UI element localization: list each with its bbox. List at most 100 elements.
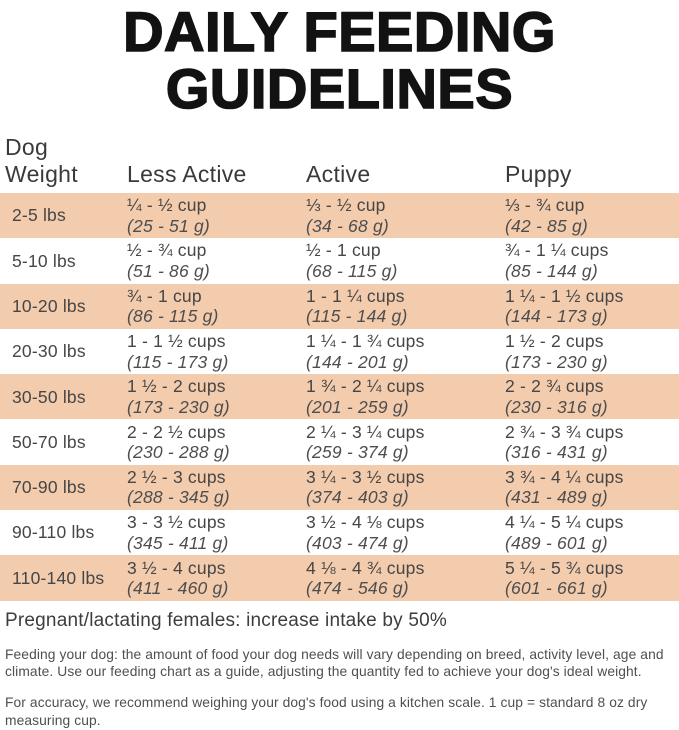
puppy-cell: 2 - 2 ¾ cups (230 - 316 g) [505, 376, 679, 417]
cups-range: 4 ⅛ - 4 ¾ cups [306, 557, 425, 578]
puppy-cell: ¾ - 1 ¼ cups (85 - 144 g) [505, 240, 679, 281]
table-body: 2-5 lbs ¼ - ½ cup (25 - 51 g) ⅓ - ½ cup (34 … [0, 193, 679, 601]
grams-range: (316 - 431 g) [505, 442, 608, 463]
puppy-cell: 4 ¼ - 5 ¼ cups (489 - 601 g) [505, 512, 679, 553]
less-active-cell: ¼ - ½ cup (25 - 51 g) [127, 195, 306, 236]
less-active-cell: 1 ½ - 2 cups (173 - 230 g) [127, 376, 306, 417]
grams-range: (144 - 173 g) [505, 306, 608, 327]
less-active-cell: ½ - ¾ cup (51 - 86 g) [127, 240, 306, 281]
grams-range: (374 - 403 g) [306, 487, 409, 508]
cups-range: 2 ½ - 3 cups [127, 466, 226, 487]
grams-range: (601 - 661 g) [505, 578, 608, 599]
header-less-active: Less Active [127, 161, 247, 187]
dog-weight-value: 50-70 lbs [12, 431, 86, 452]
cups-range: 3 ½ - 4 ⅛ cups [306, 512, 425, 533]
cups-range: ¾ - 1 ¼ cups [505, 240, 609, 261]
dog-weight-value: 5-10 lbs [12, 250, 76, 271]
dog-weight-value: 2-5 lbs [12, 205, 66, 226]
table-row: 20-30 lbs 1 - 1 ½ cups (115 - 173 g) 1 ¼ - … [0, 329, 679, 374]
cups-range: 3 ¼ - 3 ½ cups [306, 466, 425, 487]
dog-weight-value: 20-30 lbs [12, 341, 86, 362]
grams-range: (259 - 374 g) [306, 442, 409, 463]
accuracy-note: For accuracy, we recommend weighing your… [5, 695, 648, 729]
grams-range: (173 - 230 g) [505, 351, 608, 372]
grams-range: (474 - 546 g) [306, 578, 409, 599]
table-row: 30-50 lbs 1 ½ - 2 cups (173 - 230 g) 1 ¾ - … [0, 374, 679, 420]
dog-weight-value: 30-50 lbs [12, 386, 86, 407]
active-cell: 1 ¾ - 2 ¼ cups (201 - 259 g) [306, 376, 505, 417]
grams-range: (201 - 259 g) [306, 396, 409, 417]
table-row: 2-5 lbs ¼ - ½ cup (25 - 51 g) ⅓ - ½ cup (34 … [0, 193, 679, 239]
cups-range: 1 ½ - 2 cups [127, 376, 226, 397]
active-cell: 3 ¼ - 3 ½ cups (374 - 403 g) [306, 467, 505, 508]
grams-range: (345 - 411 g) [127, 532, 229, 553]
dog-weight-value: 90-110 lbs [12, 522, 95, 543]
dog-weight-value: 110-140 lbs [12, 567, 105, 588]
cups-range: ¾ - 1 cup [127, 285, 202, 306]
grams-range: (86 - 115 g) [127, 306, 219, 327]
dog-weight-value: 70-90 lbs [12, 477, 86, 498]
grams-range: (115 - 173 g) [127, 351, 229, 372]
less-active-cell: 2 ½ - 3 cups (288 - 345 g) [127, 467, 306, 508]
puppy-cell: 3 ¾ - 4 ¼ cups (431 - 489 g) [505, 467, 679, 508]
cups-range: 3 - 3 ½ cups [127, 512, 226, 533]
active-cell: ½ - 1 cup (68 - 115 g) [306, 240, 505, 281]
cups-range: 4 ¼ - 5 ¼ cups [505, 512, 624, 533]
cups-range: 1 ¼ - 1 ½ cups [505, 285, 624, 306]
grams-range: (173 - 230 g) [127, 396, 230, 417]
table-row: 50-70 lbs 2 - 2 ½ cups (230 - 288 g) 2 ¼ - … [0, 419, 679, 464]
header-active: Active [306, 161, 371, 187]
active-cell: 4 ⅛ - 4 ¾ cups (474 - 546 g) [306, 558, 505, 599]
cups-range: 3 ½ - 4 cups [127, 557, 226, 578]
cups-range: ½ - ¾ cup [127, 240, 207, 261]
cups-range: 1 ¾ - 2 ¼ cups [306, 376, 425, 397]
cups-range: 1 ½ - 2 cups [505, 331, 604, 352]
pregnant-note: Pregnant/lactating females: increase int… [5, 609, 447, 631]
puppy-cell: 1 ¼ - 1 ½ cups (144 - 173 g) [505, 286, 679, 327]
cups-range: 2 - 2 ¾ cups [505, 376, 604, 397]
grams-range: (230 - 288 g) [127, 442, 230, 463]
title-line-2: GUIDELINES [165, 57, 514, 120]
cups-range: ½ - 1 cup [306, 240, 381, 261]
cups-range: 1 ¼ - 1 ¾ cups [306, 331, 425, 352]
grams-range: (42 - 85 g) [505, 215, 588, 236]
less-active-cell: 1 - 1 ½ cups (115 - 173 g) [127, 331, 306, 372]
grams-range: (411 - 460 g) [127, 578, 229, 599]
active-cell: 3 ½ - 4 ⅛ cups (403 - 474 g) [306, 512, 505, 553]
table-header-row: Dog Weight Less Active Active Puppy [0, 134, 679, 193]
table-row: 70-90 lbs 2 ½ - 3 cups (288 - 345 g) 3 ¼ - … [0, 464, 679, 511]
grams-range: (25 - 51 g) [127, 215, 210, 236]
grams-range: (230 - 316 g) [505, 396, 608, 417]
cups-range: ⅓ - ¾ cup [505, 195, 585, 216]
cups-range: 2 ¾ - 3 ¾ cups [505, 421, 624, 442]
active-cell: 2 ¼ - 3 ¼ cups (259 - 374 g) [306, 422, 505, 463]
cups-range: 1 - 1 ¼ cups [306, 285, 405, 306]
cups-range: ⅓ - ½ cup [306, 195, 386, 216]
grams-range: (144 - 201 g) [306, 351, 409, 372]
less-active-cell: 3 - 3 ½ cups (345 - 411 g) [127, 512, 306, 553]
puppy-cell: 5 ¼ - 5 ¾ cups (601 - 661 g) [505, 558, 679, 599]
table-row: 110-140 lbs 3 ½ - 4 cups (411 - 460 g) 4 ⅛ … [0, 555, 679, 601]
title-line-1: DAILY FEEDING [122, 0, 556, 63]
grams-range: (115 - 144 g) [306, 306, 408, 327]
cups-range: ¼ - ½ cup [127, 195, 207, 216]
grams-range: (288 - 345 g) [127, 487, 230, 508]
grams-range: (34 - 68 g) [306, 215, 389, 236]
puppy-cell: 2 ¾ - 3 ¾ cups (316 - 431 g) [505, 422, 679, 463]
grams-range: (403 - 474 g) [306, 532, 409, 553]
active-cell: 1 - 1 ¼ cups (115 - 144 g) [306, 286, 505, 327]
cups-range: 2 - 2 ½ cups [127, 421, 226, 442]
grams-range: (85 - 144 g) [505, 260, 598, 281]
table-row: 5-10 lbs ½ - ¾ cup (51 - 86 g) ½ - 1 cup (68… [0, 238, 679, 283]
less-active-cell: 3 ½ - 4 cups (411 - 460 g) [127, 558, 306, 599]
grams-range: (431 - 489 g) [505, 487, 608, 508]
table-row: 10-20 lbs ¾ - 1 cup (86 - 115 g) 1 - 1 ¼ cu… [0, 283, 679, 329]
grams-range: (51 - 86 g) [127, 260, 210, 281]
active-cell: 1 ¼ - 1 ¾ cups (144 - 201 g) [306, 331, 505, 372]
active-cell: ⅓ - ½ cup (34 - 68 g) [306, 195, 505, 236]
cups-range: 2 ¼ - 3 ¼ cups [306, 421, 425, 442]
table-row: 90-110 lbs 3 - 3 ½ cups (345 - 411 g) 3 ½ -… [0, 510, 679, 555]
header-puppy: Puppy [505, 161, 572, 187]
cups-range: 5 ¼ - 5 ¾ cups [505, 557, 624, 578]
